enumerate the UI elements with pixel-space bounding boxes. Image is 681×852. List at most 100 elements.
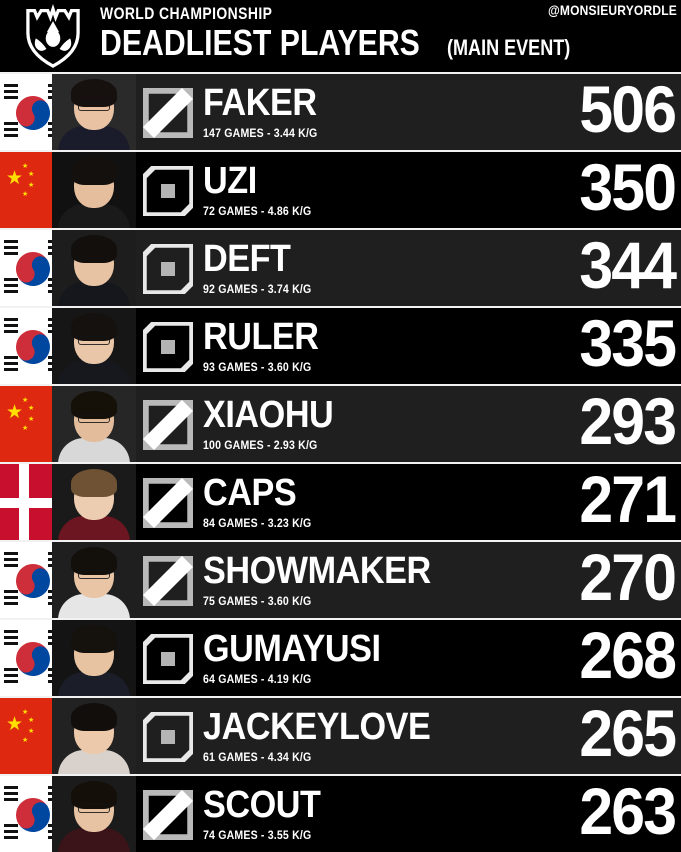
player-info: SCOUT 74 GAMES - 3.55 K/G	[203, 784, 501, 842]
player-row[interactable]: DEFT 92 GAMES - 3.74 K/G 344	[0, 228, 681, 306]
player-row[interactable]: ★ ★ ★ ★ ★ UZI 72 GAMES - 4.86 K/G 350	[0, 150, 681, 228]
kr-trigram-bar	[4, 590, 18, 593]
kr-trigram-bar	[4, 318, 18, 321]
rng-logo-icon	[143, 400, 193, 450]
player-kill-count: 265	[579, 696, 677, 770]
cn-star-small: ★	[28, 416, 35, 423]
header-text-block: WORLD CHAMPIONSHIP DEADLIEST PLAYERS (MA…	[100, 4, 597, 61]
player-name: JACKEYLOVE	[203, 706, 431, 748]
portrait-jersey	[58, 750, 130, 774]
cn-star-small: ★	[28, 405, 35, 412]
kr-trigram-bar	[4, 278, 18, 281]
player-info: UZI 72 GAMES - 4.86 K/G	[203, 160, 501, 218]
portrait-jersey	[58, 828, 130, 852]
player-name: RULER	[203, 316, 319, 358]
player-info: SHOWMAKER 75 GAMES - 3.60 K/G	[203, 550, 501, 608]
player-kill-count: 350	[579, 150, 677, 224]
player-portrait	[52, 386, 136, 462]
cn-star-large: ★	[6, 714, 24, 735]
kr-trigram-bar	[4, 134, 18, 137]
player-name: SHOWMAKER	[203, 550, 431, 592]
portrait-glasses	[78, 414, 110, 423]
kr-trigram-bar	[4, 630, 18, 633]
player-row[interactable]: RULER 93 GAMES - 3.60 K/G 335	[0, 306, 681, 384]
cn-star-small: ★	[28, 728, 35, 735]
player-portrait	[52, 698, 136, 774]
player-row[interactable]: GUMAYUSI 64 GAMES - 4.19 K/G 268	[0, 618, 681, 696]
player-info: RULER 93 GAMES - 3.60 K/G	[203, 316, 501, 374]
portrait-glasses	[78, 804, 110, 813]
player-info: GUMAYUSI 64 GAMES - 4.19 K/G	[203, 628, 501, 686]
kr-trigram-bar	[4, 564, 18, 567]
player-stats: 64 GAMES - 4.19 K/G	[203, 672, 312, 686]
kr-trigram-bar	[4, 122, 18, 125]
rng-logo-icon	[143, 166, 193, 216]
player-kill-count: 263	[579, 774, 677, 848]
player-info: XIAOHU 100 GAMES - 2.93 K/G	[203, 394, 501, 452]
portrait-jersey	[58, 438, 130, 462]
player-stats: 92 GAMES - 3.74 K/G	[203, 282, 312, 296]
player-info: FAKER 147 GAMES - 3.44 K/G	[203, 82, 501, 140]
player-portrait	[52, 152, 136, 228]
kr-trigram-bar	[4, 602, 18, 605]
kr-trigram-bar	[4, 240, 18, 243]
player-stats: 74 GAMES - 3.55 K/G	[203, 828, 312, 842]
kr-trigram-bar	[4, 324, 18, 327]
portrait-jersey	[58, 204, 130, 228]
portrait-jersey	[58, 516, 130, 540]
kr-trigram-bar	[4, 596, 18, 599]
player-kill-count: 293	[579, 384, 677, 458]
portrait-hair	[71, 703, 117, 731]
page-title: DEADLIEST PLAYERS	[100, 22, 420, 63]
player-row[interactable]: ★ ★ ★ ★ ★ JACKEYLOVE 61 GAMES - 4.34 K/G 265	[0, 696, 681, 774]
kr-trigram-bar	[4, 558, 18, 561]
player-kill-count: 335	[579, 306, 677, 380]
player-name: CAPS	[203, 472, 297, 514]
player-row[interactable]: CAPS 84 GAMES - 3.23 K/G 271	[0, 462, 681, 540]
player-info: JACKEYLOVE 61 GAMES - 4.34 K/G	[203, 706, 501, 764]
kr-trigram-bar	[4, 252, 18, 255]
cn-star-small: ★	[22, 397, 29, 404]
player-portrait	[52, 308, 136, 384]
portrait-jersey	[58, 672, 130, 696]
player-row[interactable]: SCOUT 74 GAMES - 3.55 K/G 263	[0, 774, 681, 852]
cn-star-small: ★	[22, 191, 29, 198]
worlds-trophy-icon	[26, 4, 80, 68]
kr-trigram-bar	[4, 90, 18, 93]
kr-trigram-bar	[4, 674, 18, 677]
kr-trigram-bar	[4, 552, 18, 555]
player-stats: 72 GAMES - 4.86 K/G	[203, 204, 312, 218]
kr-trigram-bar	[4, 290, 18, 293]
edg-logo-icon	[143, 790, 193, 840]
kr-trigram-bar	[4, 356, 18, 359]
kr-trigram-bar	[4, 680, 18, 683]
player-stats: 100 GAMES - 2.93 K/G	[203, 438, 318, 452]
kr-trigram-bar	[4, 798, 18, 801]
cn-star-small: ★	[22, 163, 29, 170]
player-name: DEFT	[203, 238, 291, 280]
author-handle: @MONSIEURYORDLE	[548, 2, 677, 18]
player-name: XIAOHU	[203, 394, 334, 436]
portrait-jersey	[58, 282, 130, 306]
player-row[interactable]: FAKER 147 GAMES - 3.44 K/G 506	[0, 72, 681, 150]
kr-trigram-bar	[4, 668, 18, 671]
player-name: FAKER	[203, 82, 317, 124]
player-kill-count: 344	[579, 228, 677, 302]
kr-trigram-bar	[4, 84, 18, 87]
player-portrait	[52, 230, 136, 306]
player-ranking-list: FAKER 147 GAMES - 3.44 K/G 506 ★ ★ ★ ★ ★ UZI 72 G…	[0, 72, 681, 852]
player-kill-count: 270	[579, 540, 677, 614]
portrait-hair	[71, 469, 117, 497]
player-info: DEFT 92 GAMES - 3.74 K/G	[203, 238, 501, 296]
player-row[interactable]: SHOWMAKER 75 GAMES - 3.60 K/G 270	[0, 540, 681, 618]
tes-logo-icon	[143, 712, 193, 762]
player-portrait	[52, 620, 136, 696]
portrait-hair	[71, 625, 117, 653]
kr-trigram-bar	[4, 246, 18, 249]
player-portrait	[52, 74, 136, 150]
cn-star-small: ★	[22, 709, 29, 716]
portrait-glasses	[78, 102, 110, 111]
cn-star-small: ★	[28, 717, 35, 724]
player-row[interactable]: ★ ★ ★ ★ ★ XIAOHU 100 GAMES - 2.93 K/G 293	[0, 384, 681, 462]
kr-trigram-bar	[4, 836, 18, 839]
